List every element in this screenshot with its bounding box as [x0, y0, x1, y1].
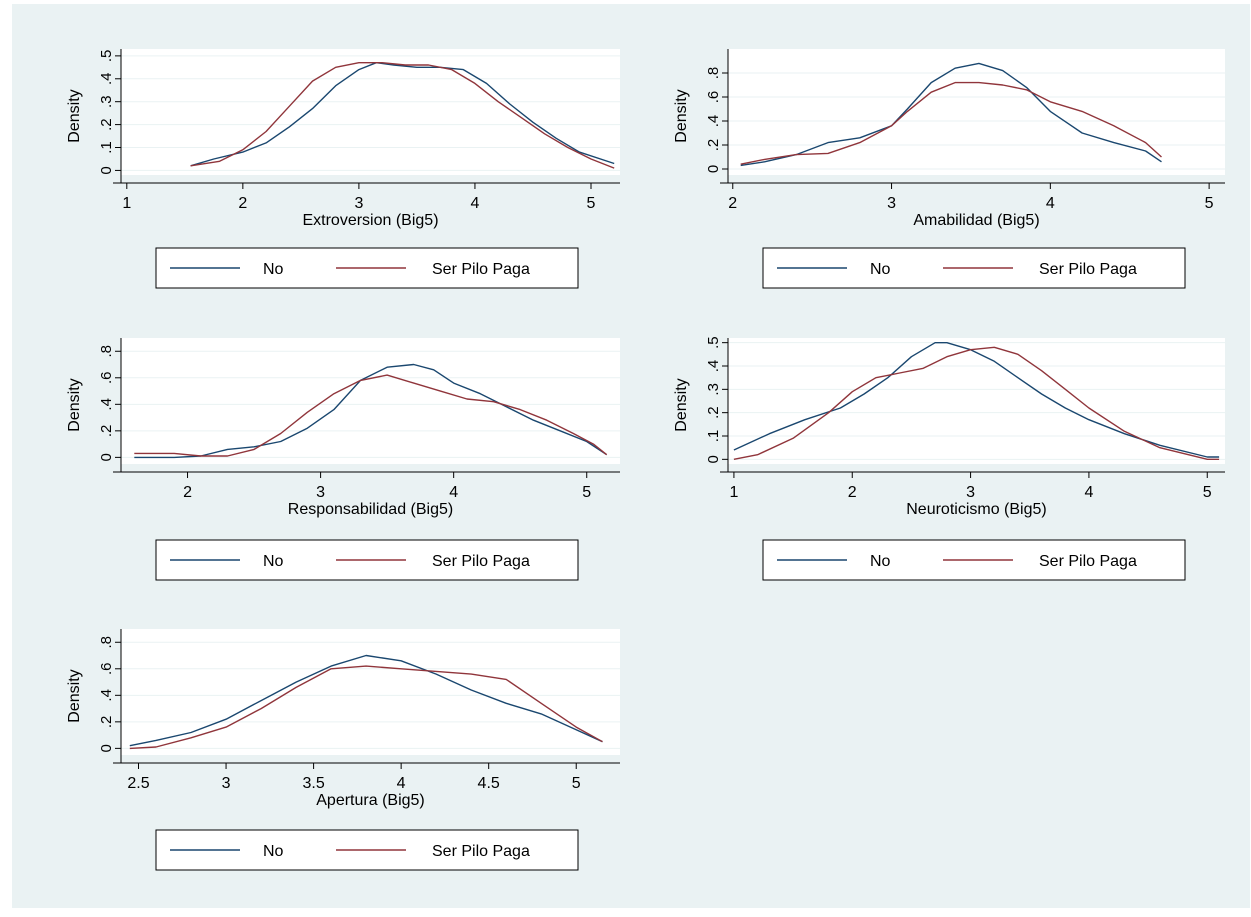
- legend: No Ser Pilo Paga: [155, 539, 579, 581]
- series-line-no: [740, 62, 1162, 167]
- y-tick-label: 0: [705, 165, 722, 173]
- y-tick-label: .1: [98, 141, 115, 154]
- legend: No Ser Pilo Paga: [762, 539, 1186, 581]
- x-axis-title: Extroversion (Big5): [302, 212, 438, 229]
- plot-area: [121, 338, 620, 464]
- y-axis-title: Density: [66, 89, 83, 142]
- y-tick-label: .6: [98, 372, 115, 385]
- x-tick-label: 5: [587, 195, 596, 212]
- legend-label-no: No: [870, 261, 891, 278]
- y-tick-label: .4: [98, 73, 115, 86]
- x-tick-label: 2: [728, 195, 737, 212]
- x-tick-label: 4: [470, 195, 479, 212]
- series-line-no: [134, 363, 608, 459]
- y-tick-label: .5: [98, 50, 115, 63]
- legend: No Ser Pilo Paga: [762, 247, 1186, 289]
- x-tick-label: 2: [238, 195, 247, 212]
- y-tick-label: .3: [705, 383, 722, 396]
- series-line-ser-pilo-paga: [129, 665, 603, 750]
- y-tick-label: .2: [98, 118, 115, 131]
- y-tick-label: .4: [705, 360, 722, 373]
- y-tick-label: 0: [705, 455, 722, 463]
- x-tick-label: 3: [354, 195, 363, 212]
- x-tick-label: 3: [316, 484, 325, 501]
- y-tick-label: .6: [98, 663, 115, 676]
- plot-area: [728, 338, 1225, 464]
- y-tick-label: 0: [98, 166, 115, 174]
- legend-label-ser-pilo-paga: Ser Pilo Paga: [432, 843, 530, 860]
- x-tick-label: 1: [729, 484, 738, 501]
- y-tick-label: 0: [98, 453, 115, 461]
- x-tick-label: 3.5: [302, 775, 324, 792]
- y-tick-label: .2: [98, 425, 115, 438]
- y-tick-label: .2: [705, 139, 722, 152]
- y-tick-label: .8: [98, 345, 115, 358]
- x-tick-label: 5: [1203, 484, 1212, 501]
- y-tick-label: .2: [705, 406, 722, 419]
- legend-label-no: No: [263, 261, 284, 278]
- y-tick-label: .4: [98, 398, 115, 411]
- x-tick-label: 5: [572, 775, 581, 792]
- y-tick-label: 0: [98, 744, 115, 752]
- y-tick-label: .5: [705, 336, 722, 349]
- x-tick-label: 4: [397, 775, 406, 792]
- x-tick-label: 4: [1046, 195, 1055, 212]
- x-tick-label: 4: [449, 484, 458, 501]
- legend: No Ser Pilo Paga: [155, 829, 579, 871]
- legend-label-ser-pilo-paga: Ser Pilo Paga: [432, 261, 530, 278]
- legend-label-ser-pilo-paga: Ser Pilo Paga: [432, 553, 530, 570]
- panel-2: 0 .2 .4 .6 .8 Density 2 3 4 5 Amabilidad (Big5) No S…: [673, 49, 1225, 289]
- panel-3: 0 .2 .4 .6 .8 Density 2 3 4 5 Responsabilidad (Big…: [66, 338, 620, 581]
- y-axis-title: Density: [673, 378, 690, 431]
- series-line-ser-pilo-paga: [134, 374, 608, 457]
- y-axis-title: Density: [673, 89, 690, 142]
- legend-label-ser-pilo-paga: Ser Pilo Paga: [1039, 261, 1137, 278]
- series-line-no: [129, 654, 603, 747]
- x-tick-label: 2: [183, 484, 192, 501]
- y-tick-label: .4: [98, 689, 115, 702]
- series-line-ser-pilo-paga: [190, 62, 615, 169]
- x-tick-label: 4: [1084, 484, 1093, 501]
- legend-label-no: No: [263, 843, 284, 860]
- x-axis-title: Apertura (Big5): [316, 792, 425, 809]
- legend-label-no: No: [263, 553, 284, 570]
- legend-label-ser-pilo-paga: Ser Pilo Paga: [1039, 553, 1137, 570]
- y-tick-label: .4: [705, 115, 722, 128]
- y-tick-label: .2: [98, 716, 115, 729]
- panel-4: 0 .1 .2 .3 .4 .5 Density 1 2 3 4 5 Neuroticismo (Big…: [673, 336, 1225, 581]
- y-axis-title: Density: [66, 669, 83, 722]
- x-tick-label: 2: [848, 484, 857, 501]
- y-tick-label: .3: [98, 95, 115, 108]
- x-tick-label: 4.5: [478, 775, 500, 792]
- y-tick-label: .8: [705, 67, 722, 80]
- x-axis-title: Responsabilidad (Big5): [288, 501, 453, 518]
- x-axis-title: Neuroticismo (Big5): [906, 501, 1046, 518]
- x-tick-label: 1: [122, 195, 131, 212]
- x-tick-label: 3: [966, 484, 975, 501]
- series-line-ser-pilo-paga: [733, 346, 1220, 460]
- y-tick-label: .8: [98, 636, 115, 649]
- panel-5: 0 .2 .4 .6 .8 Density 2.5 3 3.5 4 4.5 5 Apertura (Bi…: [66, 629, 620, 871]
- plot-area: [121, 49, 620, 175]
- x-tick-label: 5: [1205, 195, 1214, 212]
- legend: No Ser Pilo Paga: [155, 247, 579, 289]
- x-tick-label: 3: [887, 195, 896, 212]
- plot-area: [728, 49, 1225, 175]
- x-tick-label: 5: [582, 484, 591, 501]
- series-line-no: [190, 62, 615, 167]
- y-tick-label: .1: [705, 430, 722, 443]
- x-tick-label: 2.5: [127, 775, 149, 792]
- series-line-ser-pilo-paga: [740, 81, 1162, 165]
- x-axis-title: Amabilidad (Big5): [913, 212, 1039, 229]
- x-tick-label: 3: [222, 775, 231, 792]
- y-axis-title: Density: [66, 378, 83, 431]
- panel-1: 0 .1 .2 .3 .4 .5 Density 1 2 3 4 5 Extroversion (Big…: [66, 49, 620, 289]
- y-tick-label: .6: [705, 91, 722, 104]
- legend-label-no: No: [870, 553, 891, 570]
